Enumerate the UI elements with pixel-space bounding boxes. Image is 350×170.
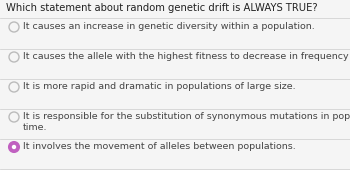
- Circle shape: [9, 112, 19, 122]
- Text: It causes an increase in genetic diversity within a population.: It causes an increase in genetic diversi…: [23, 22, 315, 31]
- Text: It is more rapid and dramatic in populations of large size.: It is more rapid and dramatic in populat…: [23, 82, 296, 91]
- Circle shape: [9, 22, 19, 32]
- Text: It causes the allele with the highest fitness to decrease in frequency over time: It causes the allele with the highest fi…: [23, 52, 350, 61]
- Circle shape: [9, 82, 19, 92]
- Text: It is responsible for the substitution of synonymous mutations in populations ov: It is responsible for the substitution o…: [23, 112, 350, 132]
- Text: It involves the movement of alleles between populations.: It involves the movement of alleles betw…: [23, 142, 296, 151]
- Circle shape: [12, 145, 16, 149]
- Circle shape: [9, 142, 19, 152]
- Circle shape: [9, 52, 19, 62]
- Text: Which statement about random genetic drift is ALWAYS TRUE?: Which statement about random genetic dri…: [6, 3, 318, 13]
